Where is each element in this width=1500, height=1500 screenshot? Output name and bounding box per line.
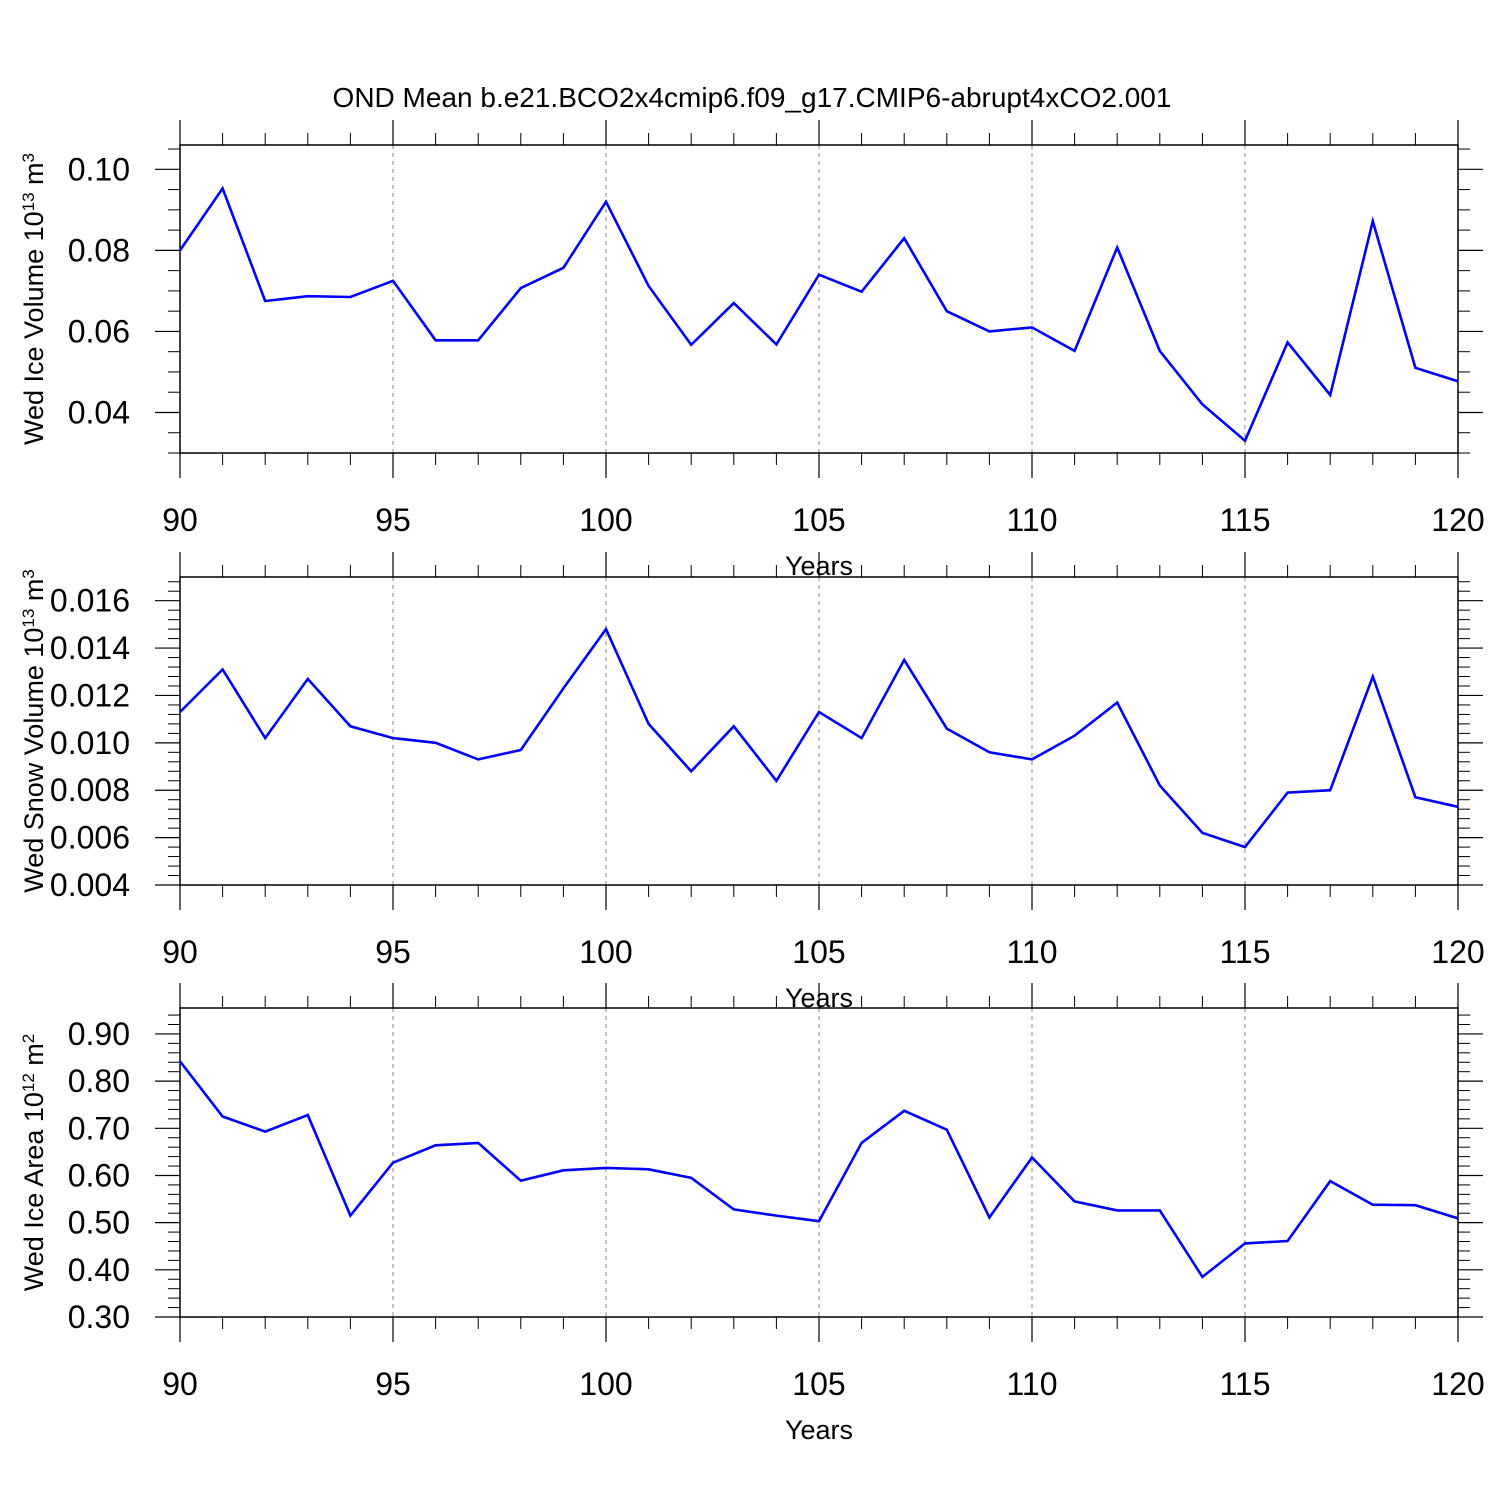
x-tick-label: 95: [375, 502, 411, 538]
y-tick-label: 0.004: [50, 867, 130, 903]
chart-title: OND Mean b.e21.BCO2x4cmip6.f09_g17.CMIP6…: [333, 82, 1172, 113]
y-tick-label: 0.014: [50, 630, 130, 666]
plot-frame: [179, 144, 1459, 454]
y-axis-title: Wed Ice Volume 1013 m3: [19, 153, 49, 445]
panel-2: 90 95 100 105 110 115 120 0.004 0.006 0.008 0.010 0…: [19, 552, 1485, 1013]
y-tick-label: 0.50: [68, 1205, 130, 1241]
x-tick-label: 120: [1431, 1366, 1484, 1402]
y-tick-label: 0.012: [50, 677, 130, 713]
x-tick-label: 110: [1006, 1366, 1057, 1402]
y-tick-label: 0.60: [68, 1157, 130, 1193]
y-axis-title: Wed Ice Area 1012 m2: [19, 1034, 49, 1292]
x-tick-label: 100: [579, 934, 632, 970]
x-tick-label: 115: [1219, 934, 1270, 970]
series-line: [178, 1060, 1459, 1279]
y-tick-label: 0.06: [68, 313, 130, 349]
y-tick-label: 0.008: [50, 772, 130, 808]
x-tick-label: 105: [792, 934, 845, 970]
x-tick-label: 120: [1431, 502, 1484, 538]
x-tick-label: 95: [375, 934, 411, 970]
x-tick-label: 110: [1006, 934, 1057, 970]
y-tick-label: 0.08: [68, 232, 130, 268]
y-tick-label: 0.006: [50, 820, 130, 856]
y-tick-label: 0.30: [68, 1299, 130, 1335]
x-tick-label: 110: [1006, 502, 1057, 538]
y-axis-title: Wed Snow Volume 1013 m3: [19, 569, 49, 893]
y-tick-label: 0.40: [68, 1252, 130, 1288]
x-tick-label: 115: [1219, 1366, 1270, 1402]
y-tick-label: 0.10: [68, 151, 130, 187]
series-line: [178, 185, 1459, 443]
y-tick-label: 0.010: [50, 725, 130, 761]
x-tick-label: 95: [375, 1366, 411, 1402]
x-tick-label: 100: [579, 502, 632, 538]
x-tick-label: 105: [792, 502, 845, 538]
y-tick-label: 0.90: [68, 1016, 130, 1052]
panel-1: 90 95 100 105 110 115 1200.040.060.080.10Years…: [19, 120, 1485, 581]
plot-frame: [179, 1007, 1459, 1318]
panel-3: 90 95 100 105 110 115 120 0.30 0.40 0.50 0.60 0.70 0…: [19, 983, 1485, 1445]
y-tick-label: 0.016: [50, 583, 130, 619]
x-tick-label: 100: [579, 1366, 632, 1402]
x-tick-label: 90: [162, 1366, 198, 1402]
x-tick-label: 105: [792, 1366, 845, 1402]
y-tick-label: 0.70: [68, 1110, 130, 1146]
x-tick-label: 115: [1219, 502, 1270, 538]
x-tick-label: 90: [162, 502, 198, 538]
series-line: [179, 626, 1459, 849]
plot-frame: [179, 576, 1459, 886]
x-tick-label: 90: [162, 934, 198, 970]
x-axis-title: Years: [785, 1415, 853, 1445]
y-tick-label: 0.04: [68, 394, 130, 430]
y-tick-label: 0.80: [68, 1063, 130, 1099]
x-tick-label: 120: [1431, 934, 1484, 970]
chart-panels: 90 95 100 105 110 115 120 0.04 0.06 0.08 0.10 Years…: [19, 120, 1485, 1445]
